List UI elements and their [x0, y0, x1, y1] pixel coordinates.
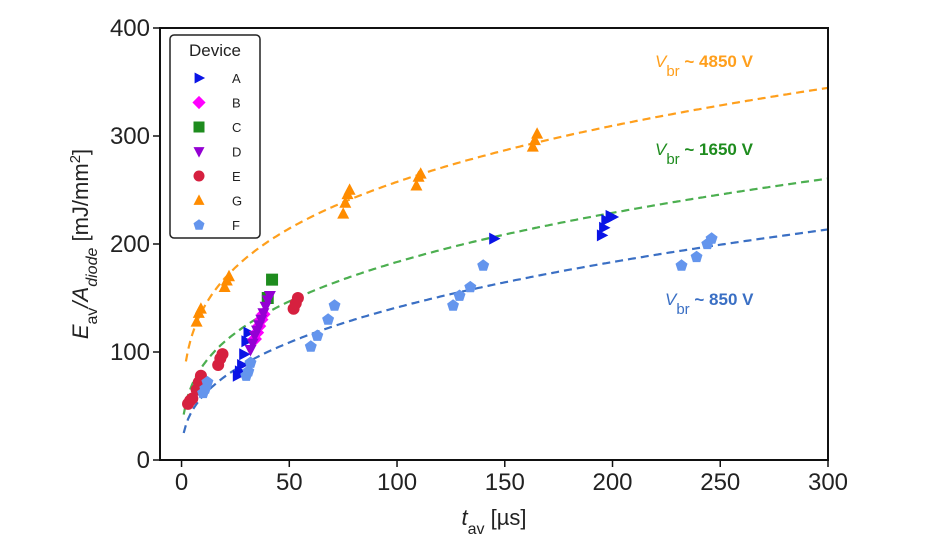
annotation-1650v: Vbr ~ 1650 V: [655, 140, 754, 168]
legend-item-C: C: [193, 120, 241, 135]
data-points: [182, 127, 718, 410]
point-F-10: [447, 299, 459, 311]
point-G-0: [190, 315, 203, 327]
point-F-6: [304, 340, 317, 352]
legend-label-E: E: [232, 169, 241, 184]
point-A-5: [243, 326, 255, 339]
y-tick-label: 200: [110, 231, 150, 258]
legend-marker-D: [193, 147, 205, 158]
legend-marker-C: [193, 121, 205, 133]
point-G-2: [194, 302, 207, 314]
point-F-4: [242, 365, 255, 377]
axis-ticks: 0 50 100 150 200 250 300 0 100 200 300 400: [110, 15, 848, 496]
point-F-5: [244, 356, 257, 368]
point-G-10: [410, 179, 423, 191]
point-F-15: [690, 250, 703, 263]
point-F-17: [705, 232, 718, 244]
fit-curve-2: [182, 228, 829, 434]
point-F-7: [311, 329, 324, 341]
fit-curve-0: [184, 86, 829, 362]
legend-item-D: D: [193, 145, 241, 160]
point-G-15: [531, 127, 544, 139]
x-tick-label: 50: [276, 469, 303, 496]
point-G-9: [343, 183, 356, 195]
point-F-2: [201, 375, 214, 388]
x-axis-label: tav [µs]: [461, 505, 526, 538]
y-tick-label: 400: [110, 15, 150, 42]
legend-item-E: E: [193, 169, 241, 184]
point-G-13: [526, 140, 539, 152]
legend-label-F: F: [232, 218, 240, 233]
x-tick-label: 0: [175, 469, 188, 496]
point-E-11: [291, 292, 304, 304]
y-tick-label: 300: [110, 123, 150, 150]
y-axis-label: Eav/Adiode [mJ/mm2]: [67, 149, 101, 339]
legend-label-G: G: [232, 194, 242, 209]
point-A-2: [237, 359, 249, 371]
legend-marker-G: [193, 194, 205, 205]
point-F-14: [675, 259, 688, 271]
legend-marker-F: [193, 219, 205, 230]
legend-label-D: D: [232, 145, 241, 160]
point-G-14: [528, 133, 541, 146]
legend-item-G: G: [193, 194, 242, 209]
x-tick-label: 300: [808, 469, 848, 496]
point-E-8: [216, 348, 229, 361]
point-A-11: [607, 211, 620, 223]
point-F-11: [453, 289, 466, 301]
legend-box: [169, 34, 261, 239]
series-A: [232, 209, 620, 382]
x-tick-label: 250: [700, 469, 740, 496]
x-tick-label: 200: [592, 469, 632, 496]
point-F-12: [464, 280, 477, 293]
point-G-3: [218, 280, 231, 292]
series-F: [197, 232, 718, 399]
legend-item-B: B: [192, 95, 241, 111]
legend-item-A: A: [194, 71, 241, 86]
point-G-12: [414, 167, 427, 179]
legend-label-B: B: [232, 96, 241, 111]
legend-marker-E: [193, 170, 205, 182]
point-D-9: [263, 291, 276, 303]
series-G: [190, 127, 544, 327]
point-D-1: [246, 338, 259, 350]
annotation-4850v: Vbr ~ 4850 V: [655, 52, 754, 80]
annotation-850v: Vbr ~ 850 V: [665, 290, 754, 318]
y-tick-label: 100: [110, 339, 150, 366]
x-tick-label: 150: [485, 469, 525, 496]
legend-label-A: A: [232, 71, 241, 86]
point-A-3: [239, 348, 251, 361]
point-C-1: [266, 273, 279, 286]
point-A-6: [489, 232, 501, 245]
point-G-6: [337, 207, 350, 219]
legend-title: Device: [189, 41, 241, 60]
point-F-13: [477, 259, 490, 271]
legend-marker-A: [194, 72, 206, 84]
point-G-5: [223, 269, 235, 282]
series-D: [244, 291, 276, 357]
legend-label-C: C: [232, 120, 241, 135]
legend-marker-B: [192, 95, 206, 110]
y-tick-label: 0: [137, 447, 150, 474]
point-F-8: [322, 313, 335, 325]
x-tick-label: 100: [377, 469, 417, 496]
point-G-7: [339, 196, 352, 208]
point-F-9: [328, 299, 341, 311]
legend-item-F: F: [193, 218, 240, 233]
